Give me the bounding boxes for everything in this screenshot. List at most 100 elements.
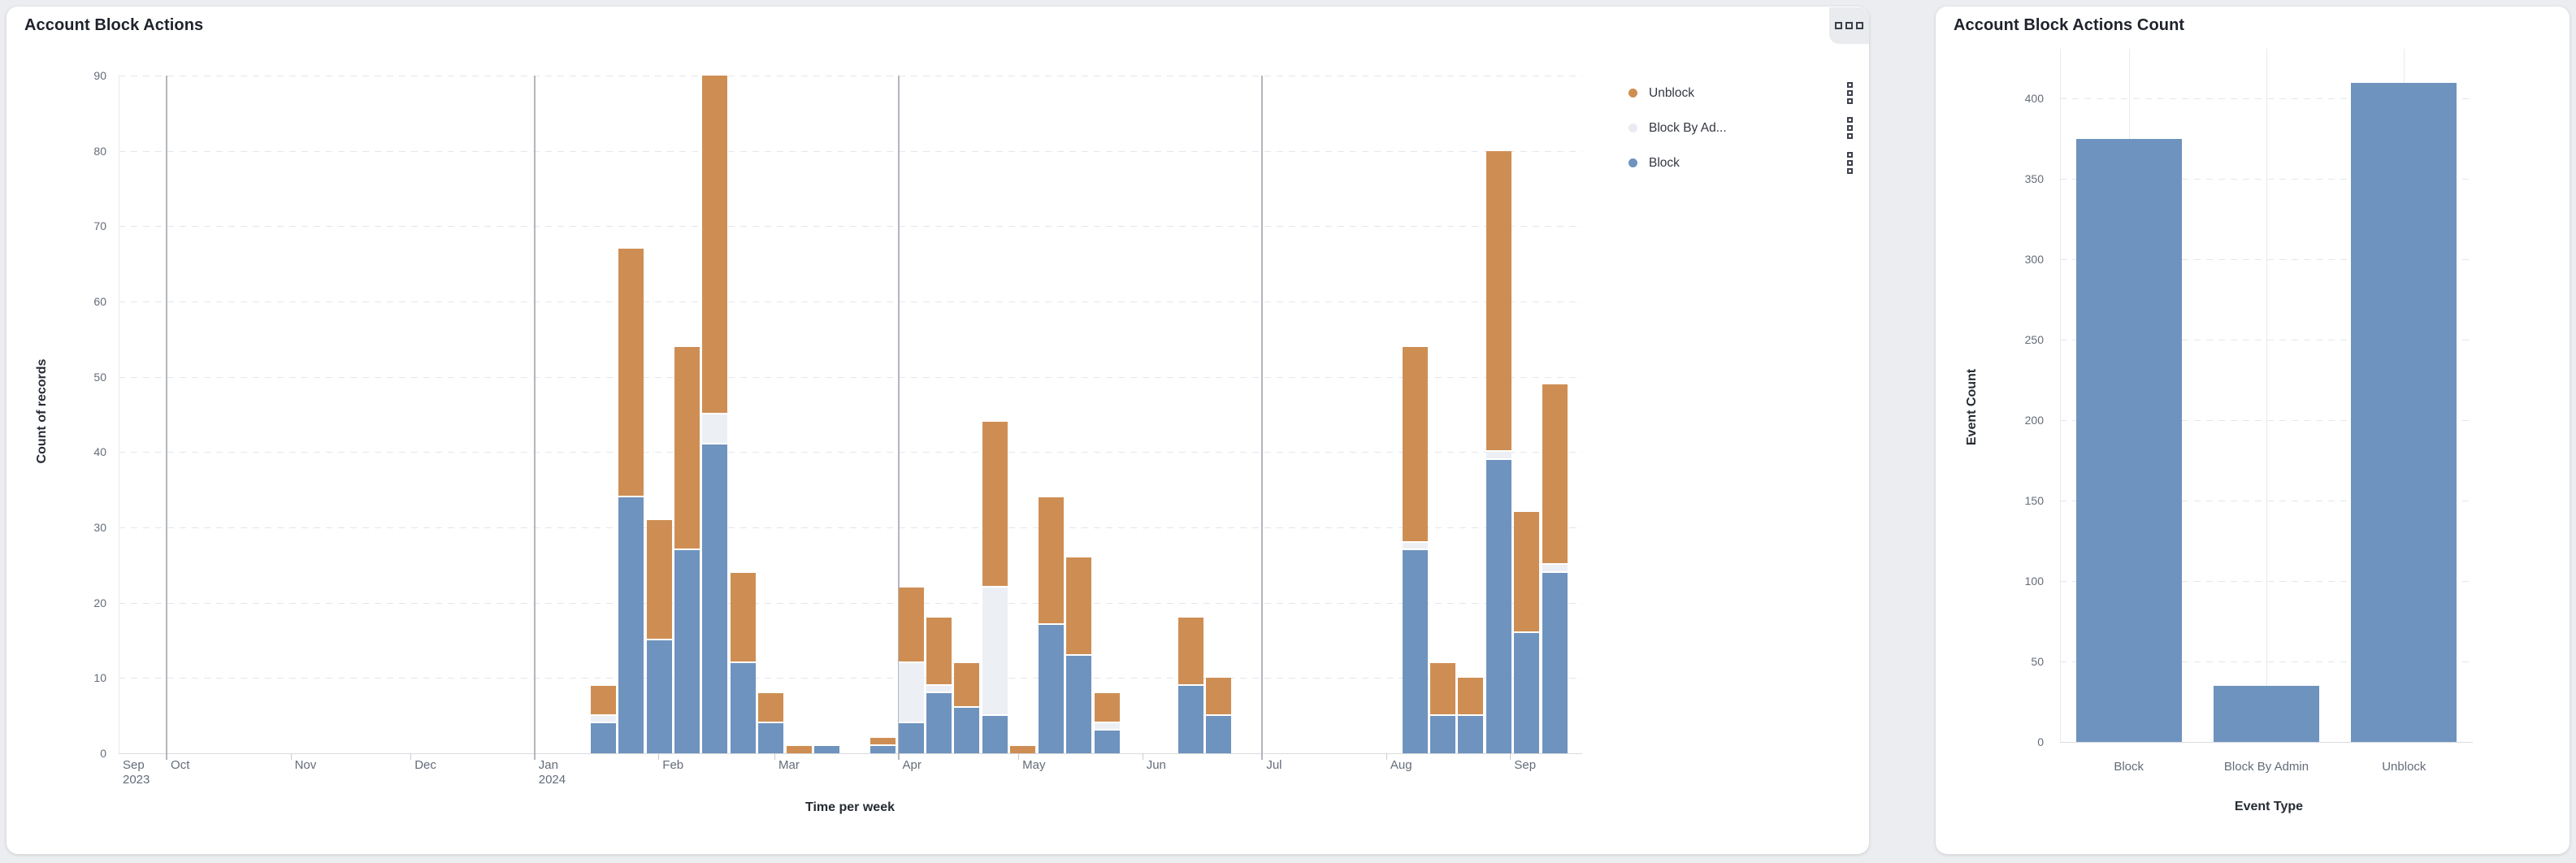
stacked-bar-segment-block-by-admin[interactable]: [926, 685, 952, 693]
stacked-bar-segment-unblock[interactable]: [1402, 346, 1428, 543]
stacked-bar-segment-unblock[interactable]: [1206, 678, 1232, 716]
stacked-bar-segment-unblock[interactable]: [982, 422, 1008, 588]
month-tick-mark: [1386, 753, 1387, 760]
y-gridline: [119, 150, 1582, 152]
legend-item-block[interactable]: Block: [1628, 152, 1853, 174]
stacked-bar-segment-unblock[interactable]: [1485, 150, 1511, 453]
stacked-bar-segment-block-by-admin[interactable]: [898, 662, 924, 723]
menu-square-icon: [1847, 82, 1853, 88]
stacked-bar-segment-block-by-admin[interactable]: [1542, 565, 1568, 573]
y-gridline: [2060, 98, 2473, 100]
stacked-bar-segment-unblock[interactable]: [674, 346, 700, 550]
stacked-bar-segment-unblock[interactable]: [590, 685, 616, 716]
legend-menu-icon[interactable]: [1847, 152, 1853, 174]
stacked-bar-segment-unblock[interactable]: [1458, 678, 1484, 716]
left-y-axis-title: Count of records: [35, 358, 49, 464]
y-tick-label: 40: [93, 445, 106, 459]
stacked-bar-segment-block[interactable]: [982, 715, 1008, 753]
stacked-bar-segment-block[interactable]: [1402, 549, 1428, 753]
stacked-bar-segment-unblock[interactable]: [646, 519, 672, 640]
quarter-boundary-line: [897, 76, 900, 760]
bar-unblock[interactable]: [2351, 82, 2457, 742]
stacked-bar-segment-block[interactable]: [1094, 731, 1120, 753]
stacked-bar-segment-block[interactable]: [1514, 632, 1540, 753]
y-tick-label: 100: [2024, 575, 2044, 588]
stacked-bar-segment-block-by-admin[interactable]: [702, 414, 728, 445]
stacked-bar-segment-block[interactable]: [1430, 715, 1455, 753]
stacked-bar-segment-block-by-admin[interactable]: [1485, 452, 1511, 460]
stacked-bar-segment-block[interactable]: [1485, 459, 1511, 753]
legend-item-label: Unblock: [1649, 85, 1694, 100]
stacked-bar-segment-unblock[interactable]: [1514, 512, 1540, 633]
stacked-bar-segment-unblock[interactable]: [898, 588, 924, 663]
stacked-bar-segment-unblock[interactable]: [1430, 662, 1455, 716]
y-gridline: [119, 301, 1582, 302]
stacked-bar-segment-unblock[interactable]: [870, 738, 896, 746]
month-tick-label: Jul: [1266, 758, 1282, 772]
legend-menu-icon[interactable]: [1847, 117, 1853, 139]
stacked-bar-segment-unblock[interactable]: [1542, 384, 1568, 566]
stacked-bar-segment-block-by-admin[interactable]: [1402, 542, 1428, 550]
stacked-bar-segment-block[interactable]: [730, 662, 756, 753]
stacked-bar-segment-block[interactable]: [898, 722, 924, 753]
stacked-bar-segment-block[interactable]: [1542, 572, 1568, 753]
y-tick-label: 10: [93, 671, 106, 685]
month-tick-mark: [774, 753, 775, 760]
stacked-bar-segment-unblock[interactable]: [786, 745, 812, 753]
y-gridline: [2060, 179, 2473, 180]
stacked-bar-segment-block[interactable]: [926, 692, 952, 753]
grid-square-icon: [1856, 22, 1863, 29]
stacked-bar-segment-unblock[interactable]: [618, 249, 644, 497]
month-tick-label: Aug: [1390, 758, 1412, 772]
stacked-bar-segment-block[interactable]: [1178, 685, 1203, 753]
left-chart-title: Account Block Actions: [24, 16, 204, 34]
stacked-bar-segment-unblock[interactable]: [926, 618, 952, 686]
legend-item-unblock[interactable]: Unblock: [1628, 82, 1853, 104]
stacked-bar-segment-block[interactable]: [702, 445, 728, 753]
stacked-bar-segment-block[interactable]: [1458, 715, 1484, 753]
stacked-bar-segment-block[interactable]: [1066, 655, 1092, 753]
bar-block[interactable]: [2075, 138, 2182, 742]
stacked-bar-segment-block[interactable]: [674, 549, 700, 753]
stacked-bar-segment-unblock[interactable]: [1010, 745, 1036, 753]
stacked-bar-segment-block-by-admin[interactable]: [982, 588, 1008, 716]
stacked-bar-segment-block-by-admin[interactable]: [590, 715, 616, 723]
month-tick-label: Sep 2023: [123, 758, 150, 787]
grid-square-icon: [1835, 22, 1842, 29]
card-actions-button[interactable]: [1829, 7, 1869, 44]
stacked-bar-segment-block[interactable]: [618, 497, 644, 753]
stacked-bar-segment-block[interactable]: [1038, 625, 1064, 753]
y-tick-label: 50: [93, 370, 106, 384]
stacked-bar-segment-block[interactable]: [814, 745, 840, 753]
stacked-bar-segment-block[interactable]: [1206, 715, 1232, 753]
stacked-bar-segment-block[interactable]: [954, 708, 980, 753]
stacked-bar-segment-unblock[interactable]: [954, 662, 980, 709]
category-label: Block: [2114, 760, 2144, 774]
stacked-bar-segment-block[interactable]: [646, 640, 672, 753]
month-tick-mark: [290, 753, 292, 760]
legend-item-block-by-ad[interactable]: Block By Ad...: [1628, 117, 1853, 139]
stacked-bar-segment-unblock[interactable]: [1094, 692, 1120, 723]
bar-block-by-admin[interactable]: [2214, 685, 2319, 742]
legend-swatch-icon: [1628, 124, 1637, 132]
stacked-bar-segment-unblock[interactable]: [730, 572, 756, 663]
right-y-axis-title: Event Count: [1965, 368, 1979, 446]
stacked-bar-segment-unblock[interactable]: [1066, 557, 1092, 656]
y-tick-label: 90: [93, 69, 106, 82]
y-gridline: [119, 376, 1582, 378]
stacked-bar-segment-unblock[interactable]: [702, 76, 728, 414]
stacked-bar-segment-unblock[interactable]: [758, 692, 784, 723]
stacked-bar-segment-block[interactable]: [870, 745, 896, 753]
legend-menu-icon[interactable]: [1847, 82, 1853, 104]
stacked-bar-segment-unblock[interactable]: [1178, 618, 1203, 686]
stacked-bar-segment-block[interactable]: [590, 722, 616, 753]
right-chart-title: Account Block Actions Count: [1954, 16, 2185, 34]
stacked-bar-segment-block[interactable]: [758, 722, 784, 753]
y-gridline: [2060, 581, 2473, 583]
quarter-boundary-line: [1261, 76, 1264, 760]
stacked-bar-segment-unblock[interactable]: [1038, 497, 1064, 626]
y-gridline: [2060, 661, 2473, 663]
stacked-bar-segment-block-by-admin[interactable]: [1094, 722, 1120, 731]
y-tick-label: 0: [2037, 735, 2044, 748]
